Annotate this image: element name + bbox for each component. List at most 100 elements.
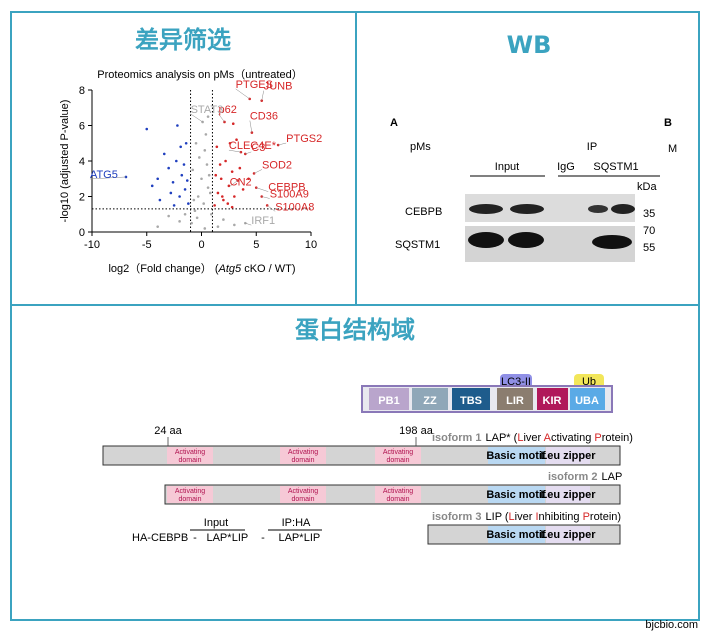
annotation: p62 — [218, 104, 236, 116]
point — [206, 115, 210, 118]
panel-title: 差异筛选 — [135, 26, 231, 54]
leader — [229, 180, 238, 187]
x-tick-label: 0 — [198, 239, 204, 251]
leader — [249, 120, 253, 133]
x-label-part: cKO / WT) — [241, 263, 295, 275]
wb-label: SQSTM1 — [593, 161, 638, 173]
point — [145, 127, 149, 131]
point — [156, 225, 159, 228]
point — [207, 173, 211, 177]
domain-diagram: LC3-II Ub PB1 ZZ TBS LIR KIR UBA 24 aa 1… — [102, 374, 633, 545]
basic-motif — [488, 526, 545, 543]
point — [158, 198, 162, 202]
position-label: 24 aa — [154, 425, 182, 437]
leader — [235, 88, 250, 100]
panel-title: 蛋白结构域 — [295, 316, 415, 344]
domain-text: Leu zipper — [540, 489, 596, 501]
annotation: S100A9 — [270, 189, 309, 201]
point — [184, 141, 188, 145]
point — [238, 166, 242, 170]
wb-label: pMs — [410, 141, 431, 153]
leu-zipper — [546, 526, 590, 543]
leader — [261, 196, 270, 199]
domain — [452, 388, 490, 410]
point — [213, 204, 216, 207]
point — [167, 166, 170, 170]
activating-domain — [167, 486, 213, 503]
domain-label: PB1 — [378, 395, 399, 407]
point — [183, 188, 187, 191]
leader — [245, 151, 252, 155]
band — [588, 205, 608, 213]
x-label-part: Atg5 — [218, 263, 243, 275]
annotation: PTGES — [236, 79, 273, 91]
point — [241, 188, 245, 191]
activating-domain — [167, 447, 213, 464]
band — [611, 204, 635, 214]
leader — [89, 176, 126, 180]
wb-label: IP — [587, 141, 597, 153]
x-label-part: log2（Fold change） ( — [108, 262, 218, 275]
domain-label: LIR — [506, 395, 524, 407]
point — [195, 216, 199, 220]
leader — [245, 222, 252, 226]
point — [167, 214, 170, 218]
domain-text: Activating — [383, 488, 413, 495]
annotation: CD36 — [250, 111, 278, 123]
band — [469, 204, 503, 214]
domain — [570, 388, 605, 410]
point — [156, 177, 159, 181]
activating-domain — [280, 447, 326, 464]
point — [183, 212, 187, 216]
y-tick-label: 8 — [79, 85, 85, 97]
point — [233, 195, 236, 198]
marker: 70 — [643, 225, 655, 237]
leu-zipper — [546, 447, 590, 464]
domain-text: Basic motif — [486, 450, 546, 462]
point — [214, 173, 218, 177]
annotation: S100A8 — [275, 201, 314, 213]
lane-label: - — [193, 532, 197, 544]
x-tick-label: -5 — [142, 239, 152, 251]
point — [208, 191, 212, 195]
annotation: PTGS2 — [286, 133, 322, 145]
y-tick-label: 4 — [79, 156, 85, 168]
domain-text: domain — [179, 496, 202, 503]
lane-label: LAP* — [278, 532, 304, 544]
point — [218, 163, 222, 166]
isoform-name: LIP ( — [486, 511, 509, 523]
annotation: JUNB — [264, 81, 293, 93]
domain-text: Activating — [288, 488, 318, 495]
wb-label: Input — [495, 161, 519, 173]
wb-label: IgG — [557, 161, 575, 173]
legend-label: HA-CEBPB — [132, 532, 188, 544]
domain-text: domain — [292, 457, 315, 464]
domain-text: domain — [387, 496, 410, 503]
domain-label: TBS — [460, 395, 482, 407]
domain-label: UBA — [575, 395, 599, 407]
point — [226, 202, 230, 205]
point — [182, 163, 186, 166]
isoform-name: LAP — [602, 471, 623, 483]
domain — [412, 388, 448, 410]
point — [235, 138, 238, 141]
point — [162, 152, 166, 156]
leader — [261, 90, 264, 101]
point — [198, 156, 201, 159]
isoform-name: I — [535, 511, 538, 523]
annotation: SOD2 — [262, 159, 292, 171]
panel-letter: A — [390, 117, 398, 129]
y-axis-label: -log10 (adjusted P-value) — [59, 100, 71, 223]
point — [202, 202, 205, 205]
point — [187, 202, 190, 205]
point — [190, 221, 193, 225]
point — [191, 168, 195, 172]
isoform-name: iver — [523, 432, 543, 444]
basic-motif — [488, 447, 545, 464]
point — [176, 124, 179, 127]
isoform-name: L — [509, 511, 515, 523]
leu-zipper — [546, 486, 590, 503]
row-label: CEBPB — [405, 206, 442, 218]
point — [192, 198, 196, 202]
